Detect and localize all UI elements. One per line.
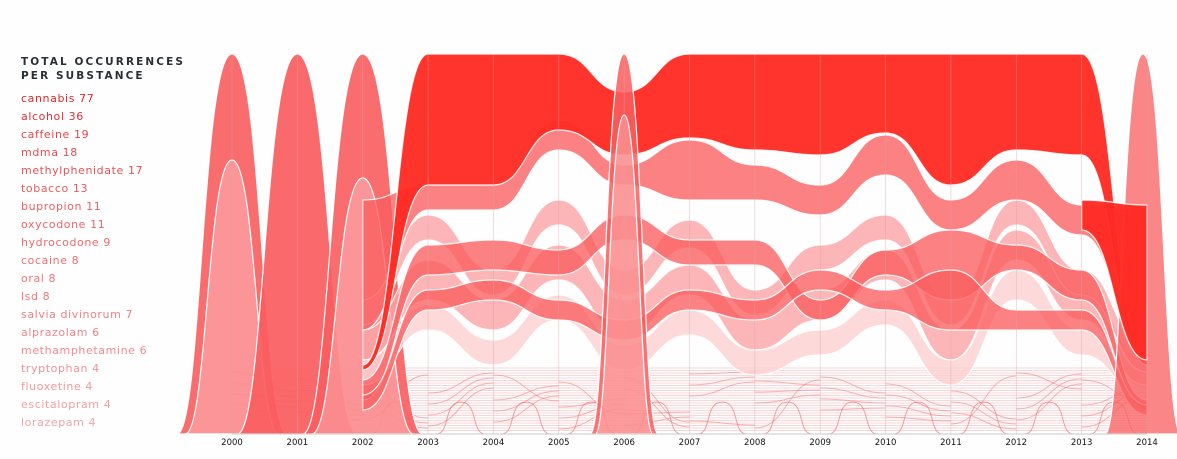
x-tick-label: 2011 (940, 438, 962, 448)
minor-flow-curve (689, 376, 755, 386)
legend-item-lsd[interactable]: lsd 8 (21, 290, 51, 303)
legend-item-methamphetamine[interactable]: methamphetamine 6 (21, 344, 148, 357)
minor-flow-curve (885, 394, 951, 412)
legend-item-oxycodone[interactable]: oxycodone 11 (21, 218, 106, 231)
minor-flow-curve (950, 412, 1017, 430)
x-tick-label: 2012 (1005, 438, 1027, 448)
minor-flow-curve (428, 382, 494, 416)
minor-flow-curve (428, 372, 494, 394)
legend-item-cannabis[interactable]: cannabis 77 (21, 92, 95, 105)
minor-flow-curve (493, 395, 559, 423)
legend-item-salvia-divinorum[interactable]: salvia divinorum 7 (21, 308, 134, 321)
legend-title-line2: PER SUBSTANCE (21, 70, 145, 82)
minor-flow-curve (493, 390, 559, 412)
minor-flow-curve (820, 376, 886, 394)
minor-flow-curve (820, 407, 886, 411)
legend-item-cocaine[interactable]: cocaine 8 (21, 254, 80, 267)
minor-flow-curve (493, 385, 559, 401)
legend-item-mdma[interactable]: mdma 18 (21, 146, 78, 159)
legend-item-alcohol[interactable]: alcohol 36 (21, 110, 84, 123)
x-axis: 2000 2001 2002 2003 2004 2005 2006 2007 2008 2009… (221, 433, 1158, 448)
minor-flow-curve (493, 374, 559, 402)
minor-flow-curve (885, 405, 951, 417)
minor-flow-curve (1016, 373, 1082, 399)
minor-flow-curve (820, 398, 886, 404)
x-tick-label: 2005 (548, 438, 570, 448)
minor-arc (697, 401, 747, 435)
minor-flow-curve (754, 379, 821, 429)
x-tick-label: 2006 (613, 438, 635, 448)
x-tick-label: 2003 (417, 438, 439, 448)
minor-flow-curve (1016, 378, 1082, 410)
minor-arc (893, 401, 944, 435)
minor-flow-curve (754, 389, 821, 393)
minor-flow-curve (950, 390, 1017, 420)
x-tick-label: 2014 (1136, 438, 1158, 448)
minor-arc (958, 401, 1009, 435)
x-tick-label: 2001 (287, 438, 309, 448)
x-tick-label: 2010 (875, 438, 897, 448)
ribbon-alcohol-2014[interactable] (1081, 199, 1148, 361)
minor-flow-curve (428, 387, 494, 427)
x-tick-label: 2008 (744, 438, 766, 448)
legend-item-tryptophan[interactable]: tryptophan 4 (21, 362, 100, 375)
minor-flow-curve (689, 381, 755, 397)
legend-item-caffeine[interactable]: caffeine 19 (21, 128, 90, 141)
x-tick-label: 2002 (352, 438, 374, 448)
legend-title-line1: TOTAL OCCURRENCES (21, 56, 186, 68)
legend-item-hydrocodone[interactable]: hydrocodone 9 (21, 236, 111, 249)
x-tick-label: 2007 (679, 438, 701, 448)
legend-title: TOTAL OCCURRENCES PER SUBSTANCE (21, 55, 211, 83)
x-tick-label: 2004 (483, 438, 505, 448)
legend-item-lorazepam[interactable]: lorazepam 4 (21, 416, 97, 429)
ribbons-layer (176, 53, 1177, 435)
legend-item-fluoxetine[interactable]: fluoxetine 4 (21, 380, 94, 393)
year-grid (231, 54, 1148, 434)
minor-arc (435, 401, 486, 435)
x-tick-label: 2000 (221, 438, 243, 448)
minor-flow-curve (950, 375, 1017, 425)
minor-flow-curve (1016, 372, 1082, 390)
minor-flow-curve (820, 387, 886, 399)
minor-flow-curve (689, 420, 755, 426)
legend-item-escitalopram[interactable]: escitalopram 4 (21, 398, 112, 411)
minor-flow-curve (754, 394, 821, 404)
x-tick-label: 2009 (809, 438, 831, 448)
legend-panel: TOTAL OCCURRENCES PER SUBSTANCE cannabis… (21, 55, 211, 432)
legend-item-alprazolam[interactable]: alprazolam 6 (21, 326, 100, 339)
minor-flow-curve (885, 416, 951, 422)
legend-list: cannabis 77 alcohol 36 caffeine 19 mdma 18 m… (21, 90, 211, 432)
minor-flow-curve (428, 377, 494, 405)
legend-item-methylphenidate[interactable]: methylphenidate 17 (21, 164, 144, 177)
legend-item-bupropion[interactable]: bupropion 11 (21, 200, 102, 213)
minor-flow-curve (754, 380, 821, 386)
x-tick-label: 2013 (1071, 438, 1093, 448)
minor-flow-curve (885, 383, 951, 407)
minor-arc (762, 401, 813, 435)
legend-item-oral[interactable]: oral 8 (21, 272, 57, 285)
legend-item-tobacco[interactable]: tobacco 13 (21, 182, 89, 195)
minor-arc (1024, 401, 1074, 435)
minor-arc (828, 401, 878, 435)
minor-flow-curve (950, 401, 1017, 425)
minor-arc (501, 401, 551, 435)
